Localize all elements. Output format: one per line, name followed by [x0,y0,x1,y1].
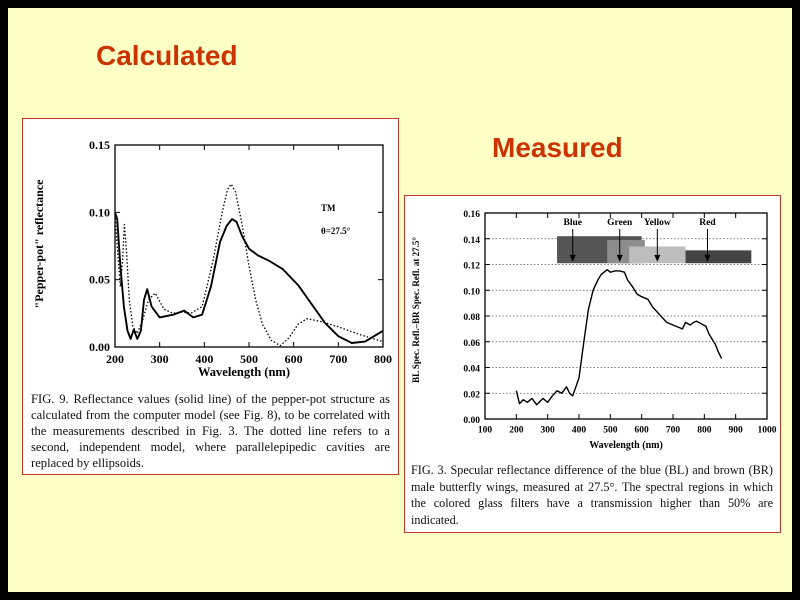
y-axis-label: BL Spec. Refl.–BR Spec. Refl. at 27.5° [411,237,421,383]
y-axis-label: "Pepper-pot" reflectance [32,179,46,309]
series-line-solid [515,269,723,406]
filter-label-blue: Blue [563,218,581,228]
plot-frame [114,144,384,348]
x-tick-label: 100 [478,426,493,436]
measured-reflectance-chart: BL Spec. Refl.–BR Spec. Refl. at 27.5° W… [411,210,777,451]
y-tick-label: 0.05 [89,273,110,287]
filter-label-red: Red [699,218,716,228]
filter-arrowhead [654,254,661,262]
filter-band-red [685,250,752,264]
figure-measured: BL Spec. Refl.–BR Spec. Refl. at 27.5° W… [404,195,781,533]
y-tick-label: 0.04 [463,365,480,375]
filter-arrowhead [704,254,711,262]
x-tick-label: 1000 [758,426,777,436]
x-tick-label: 800 [374,352,392,366]
filter-arrowhead [569,254,576,262]
x-tick-label: 900 [729,426,744,436]
x-tick-label: 500 [603,426,618,436]
figure-9-caption: FIG. 9. Reflectance values (solid line) … [31,392,390,470]
calculated-reflectance-chart: "Pepper-pot" reflectance Wavelength (nm)… [32,138,392,379]
x-axis-label: Wavelength (nm) [198,365,290,379]
filter-arrowhead [616,254,623,262]
figure-calculated: "Pepper-pot" reflectance Wavelength (nm)… [22,118,399,475]
y-tick-label: 0.00 [463,416,480,426]
x-tick-label: 300 [541,426,556,436]
y-tick-label: 0.12 [463,262,480,272]
y-tick-label: 0.16 [463,210,480,220]
x-tick-label: 400 [572,426,587,436]
x-tick-label: 200 [509,426,523,436]
y-tick-label: 0.02 [463,390,480,400]
figure-3-caption: FIG. 3. Specular reflectance difference … [411,463,773,527]
x-tick-label: 400 [195,352,213,366]
x-tick-label: 500 [240,352,258,366]
title-calculated: Calculated [96,40,238,71]
x-axis-label: Wavelength (nm) [589,440,663,451]
y-tick-label: 0.08 [463,313,480,323]
filter-label-yellow: Yellow [644,218,671,228]
x-tick-label: 800 [697,426,712,436]
y-tick-label: 0.10 [463,287,480,297]
y-tick-label: 0.14 [463,236,480,246]
x-tick-label: 600 [635,426,650,436]
x-tick-label: 700 [666,426,681,436]
x-tick-label: 300 [151,352,169,366]
series-line-solid [114,212,384,344]
x-tick-label: 700 [329,352,347,366]
y-tick-label: 0.06 [463,339,480,349]
x-tick-label: 200 [106,352,124,366]
y-tick-label: 0.15 [89,138,110,152]
series-line-dotted [114,183,384,347]
annotation-tm: TM [321,203,336,213]
y-tick-label: 0.00 [89,340,110,354]
filter-label-green: Green [607,218,633,228]
slide: Calculated Measured "Pepper-pot" reflect… [8,8,792,592]
title-measured: Measured [492,132,623,163]
y-tick-label: 0.10 [89,205,110,219]
x-tick-label: 600 [285,352,303,366]
annotation-angle: θ=27.5° [321,226,351,236]
